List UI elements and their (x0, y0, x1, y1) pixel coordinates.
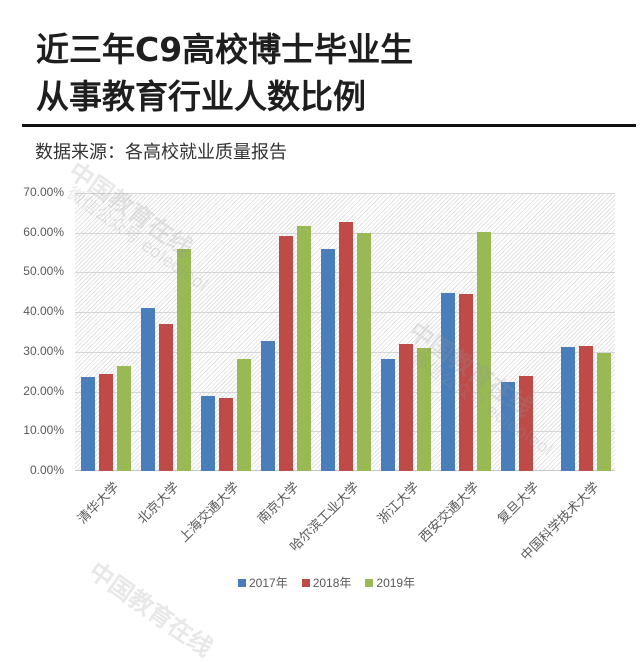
y-tick-label: 70.00% (23, 185, 64, 199)
y-tick-label: 20.00% (23, 383, 64, 398)
bar-2019年 (357, 233, 371, 471)
bar-2017年 (381, 359, 395, 471)
bar-2018年 (279, 236, 293, 471)
bar-2018年 (579, 345, 593, 471)
bar-2017年 (321, 249, 335, 471)
title-divider (22, 124, 636, 127)
bar-2019年 (297, 226, 311, 471)
bar-2017年 (81, 377, 95, 471)
gridline (75, 193, 615, 194)
bar-2018年 (399, 344, 413, 471)
chart-title-line2: 从事教育行业人数比例 (36, 77, 366, 116)
bar-2018年 (219, 398, 233, 471)
legend-item: 2017年 (238, 574, 288, 591)
y-tick-label: 60.00% (23, 224, 64, 239)
bar-2017年 (561, 347, 575, 471)
x-tick-label: 清华大学 (75, 479, 123, 528)
x-tick-label: 南京大学 (255, 479, 303, 528)
legend: 2017年 2018年 2019年 (238, 574, 415, 591)
x-tick-label: 西安交通大学 (416, 479, 483, 546)
watermark: 中国教育在线 (83, 556, 218, 663)
legend-swatch-icon (238, 578, 246, 587)
bar-2019年 (477, 231, 491, 471)
x-tick-label: 复旦大学 (495, 479, 543, 528)
bar-2017年 (261, 341, 275, 471)
bar-2018年 (339, 221, 353, 471)
chart-title-line1: 近三年C9高校博士毕业生 (36, 30, 414, 69)
y-tick-label: 0.00% (29, 463, 64, 477)
bar-2017年 (201, 395, 215, 471)
bar-2019年 (237, 359, 251, 471)
legend-item: 2019年 (365, 574, 415, 591)
x-tick-label: 北京大学 (135, 479, 183, 528)
legend-label: 2019年 (376, 576, 416, 590)
y-tick-label: 10.00% (23, 423, 64, 438)
bar-2017年 (141, 308, 155, 471)
y-tick-label: 40.00% (23, 304, 64, 319)
legend-swatch-icon (365, 578, 374, 587)
legend-label: 2018年 (312, 576, 352, 590)
bar-2019年 (597, 353, 611, 471)
legend-item: 2018年 (301, 574, 352, 591)
bar-2018年 (159, 323, 173, 471)
data-source-note: 数据来源：各高校就业质量报告 (35, 142, 287, 163)
bar-2018年 (519, 376, 533, 471)
bar-2018年 (459, 293, 473, 471)
x-tick-label: 浙江大学 (375, 479, 423, 528)
bar-2018年 (99, 374, 113, 471)
x-tick-label: 上海交通大学 (176, 479, 243, 546)
legend-label: 2017年 (249, 576, 288, 590)
bar-2017年 (441, 293, 455, 471)
plot-area (75, 193, 615, 471)
bar-2017年 (501, 382, 515, 471)
y-tick-label: 50.00% (23, 264, 64, 279)
bar-2019年 (417, 347, 431, 471)
y-tick-label: 30.00% (23, 343, 64, 358)
legend-swatch-icon (301, 578, 310, 587)
bar-2019年 (177, 249, 191, 471)
bar-2019年 (117, 366, 131, 471)
